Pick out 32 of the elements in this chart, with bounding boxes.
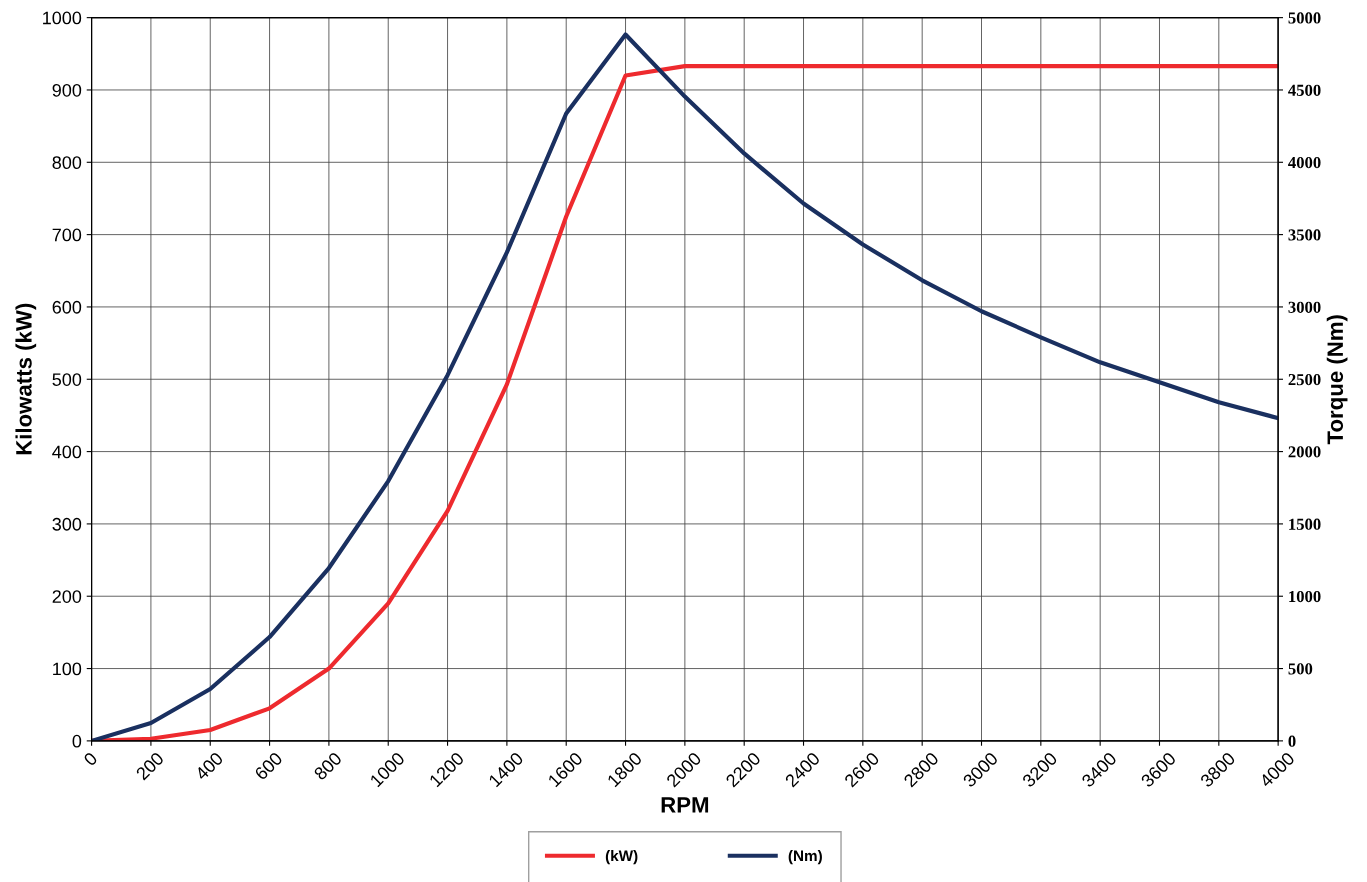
y-tick-label: 800 [52,156,82,170]
y2-tick-label: 2500 [1288,373,1321,386]
x-tick-label: 800 [313,751,343,781]
y2-tick-label: 0 [1288,735,1296,747]
y2-tick-label: 5000 [1288,12,1321,24]
y-tick-label: 700 [52,228,82,242]
y2-tick-label: 4000 [1288,156,1321,169]
y-tick-label: 500 [52,373,82,386]
y-tick-label: 0 [72,734,82,748]
legend-label: (kW) [605,850,638,865]
y2-tick-label: 2000 [1288,446,1321,458]
y2-axis-title: Torque (Nm) [1326,315,1348,445]
y-axis-title: Kilowatts (kW) [15,303,37,455]
y-tick-label: 900 [52,83,82,97]
x-tick-label: 200 [135,751,165,781]
y2-tick-label: 500 [1288,663,1313,675]
y2-tick-label: 3500 [1288,229,1321,241]
y-tick-label: 300 [52,517,82,531]
y2-tick-label: 1500 [1289,518,1321,530]
x-tick-label: 400 [194,751,224,781]
y-tick-label: 200 [52,590,82,603]
y-tick-label: 100 [53,662,82,676]
legend-label: (Nm) [788,850,822,865]
y-tick-label: 400 [52,445,82,459]
y2-tick-label: 4500 [1288,84,1321,96]
y-tick-label: 600 [52,300,82,314]
x-tick-label: 0 [82,751,99,767]
y-tick-label: 1000 [43,11,82,25]
x-axis-title: RPM [661,797,709,813]
x-tick-label: 600 [253,751,284,781]
y2-tick-label: 3000 [1288,301,1321,313]
y2-tick-label: 1000 [1289,590,1321,603]
